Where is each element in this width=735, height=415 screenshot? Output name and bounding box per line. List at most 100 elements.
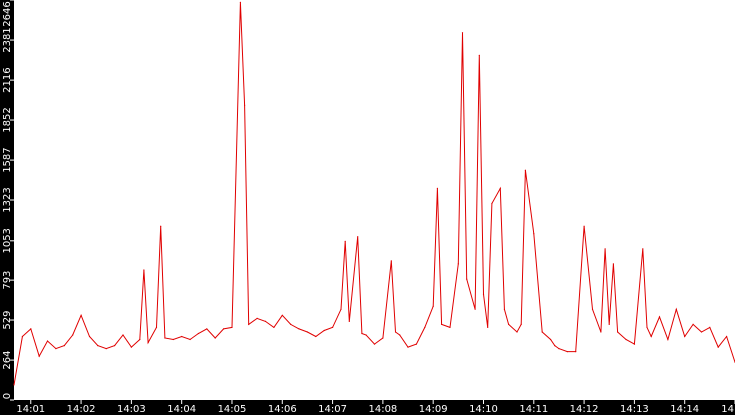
series-point (189, 338, 191, 341)
x-tick-label: 14:11 (519, 404, 548, 415)
series-point (88, 335, 91, 338)
series-point (675, 308, 677, 310)
series-point (658, 316, 661, 318)
series-line (13, 2, 735, 385)
series-point (566, 351, 568, 353)
series-point (21, 335, 23, 338)
series-point (164, 337, 166, 339)
series-point (478, 54, 480, 56)
series-point (130, 346, 132, 348)
series-point (550, 338, 552, 341)
series-point (13, 384, 15, 386)
y-tick-label: 793 (2, 271, 13, 290)
series-point (361, 332, 363, 335)
series-point (474, 308, 476, 310)
y-tick-label: 529 (2, 310, 13, 329)
x-tick-label: 14:08 (368, 404, 397, 415)
series-point (709, 326, 711, 328)
series-point (344, 240, 346, 242)
series-point (315, 335, 317, 338)
series-point (508, 323, 510, 325)
series-point (684, 335, 686, 338)
series-point (206, 328, 208, 330)
series-point (365, 334, 367, 336)
series-point (499, 187, 501, 189)
series-point (323, 329, 325, 332)
series-point (264, 320, 267, 322)
series-point (591, 308, 594, 310)
x-tick-label: 14:10 (469, 404, 498, 415)
x-tick-label: 14:14 (670, 404, 699, 415)
series-point (407, 346, 409, 348)
series-point (114, 345, 116, 347)
y-tick-label: 2646 (2, 1, 13, 26)
y-tick-label: 264 (2, 351, 13, 370)
series-point (172, 338, 174, 341)
series-point (139, 338, 141, 341)
series-point (46, 340, 49, 342)
series-point (533, 233, 535, 235)
series-point (298, 328, 300, 330)
series-point (612, 263, 615, 265)
series-point (248, 323, 250, 325)
series-point (80, 314, 82, 316)
x-tick-label: 14 (721, 404, 734, 415)
series-point (332, 326, 334, 328)
y-tick-label: 0 (2, 393, 13, 399)
series-point (650, 335, 652, 338)
series-point (122, 334, 124, 336)
x-tick-label: 14:06 (268, 404, 297, 415)
plot-area (13, 1, 735, 386)
series-point (97, 345, 99, 347)
series-point (181, 335, 183, 338)
series-point (633, 343, 636, 345)
series-point (155, 326, 158, 328)
x-tick-label: 14:03 (117, 404, 146, 415)
series-point (461, 32, 464, 34)
series-point (382, 337, 384, 339)
series-point (717, 346, 719, 348)
series-point (214, 337, 216, 339)
series-point (38, 355, 40, 357)
x-tick-label: 14:05 (218, 404, 247, 415)
series-point (147, 342, 149, 344)
series-point (516, 331, 518, 333)
x-tick-label: 14:12 (570, 404, 599, 415)
series-point (244, 104, 246, 106)
series-point (281, 314, 283, 316)
series-point (449, 326, 451, 328)
x-tick-label: 14:04 (167, 404, 196, 415)
series-point (239, 1, 241, 3)
series-point (520, 323, 522, 325)
x-axis-ticks: 14:01 14:02 14:03 14:04 14:05 14:06 14:07 14:08… (16, 400, 735, 415)
series-point (306, 331, 308, 333)
y-tick-label: 1852 (2, 107, 13, 132)
series-point (231, 326, 233, 328)
x-axis-bar (0, 400, 735, 415)
series-point (160, 225, 162, 227)
series-point (424, 326, 426, 328)
series-point (541, 331, 543, 333)
y-tick-label: 2381 (2, 27, 13, 52)
series-point (105, 348, 107, 350)
series-point (143, 269, 145, 271)
series-point (290, 323, 292, 325)
series-point (700, 331, 703, 333)
series-point (575, 351, 577, 353)
series-point (373, 343, 376, 345)
y-tick-label: 1053 (2, 228, 13, 253)
y-axis-bar (0, 0, 14, 415)
y-tick-label: 1587 (2, 147, 13, 172)
x-tick-label: 14:07 (318, 404, 347, 415)
series-point (726, 335, 728, 338)
series-point (55, 348, 57, 350)
series-point (436, 187, 438, 189)
y-tick-label: 1323 (2, 187, 13, 212)
series-point (692, 323, 694, 325)
series-point (432, 305, 434, 307)
series-point (600, 331, 602, 333)
series-point (608, 323, 610, 325)
x-tick-label: 14:02 (67, 404, 96, 415)
series-point (441, 323, 443, 325)
